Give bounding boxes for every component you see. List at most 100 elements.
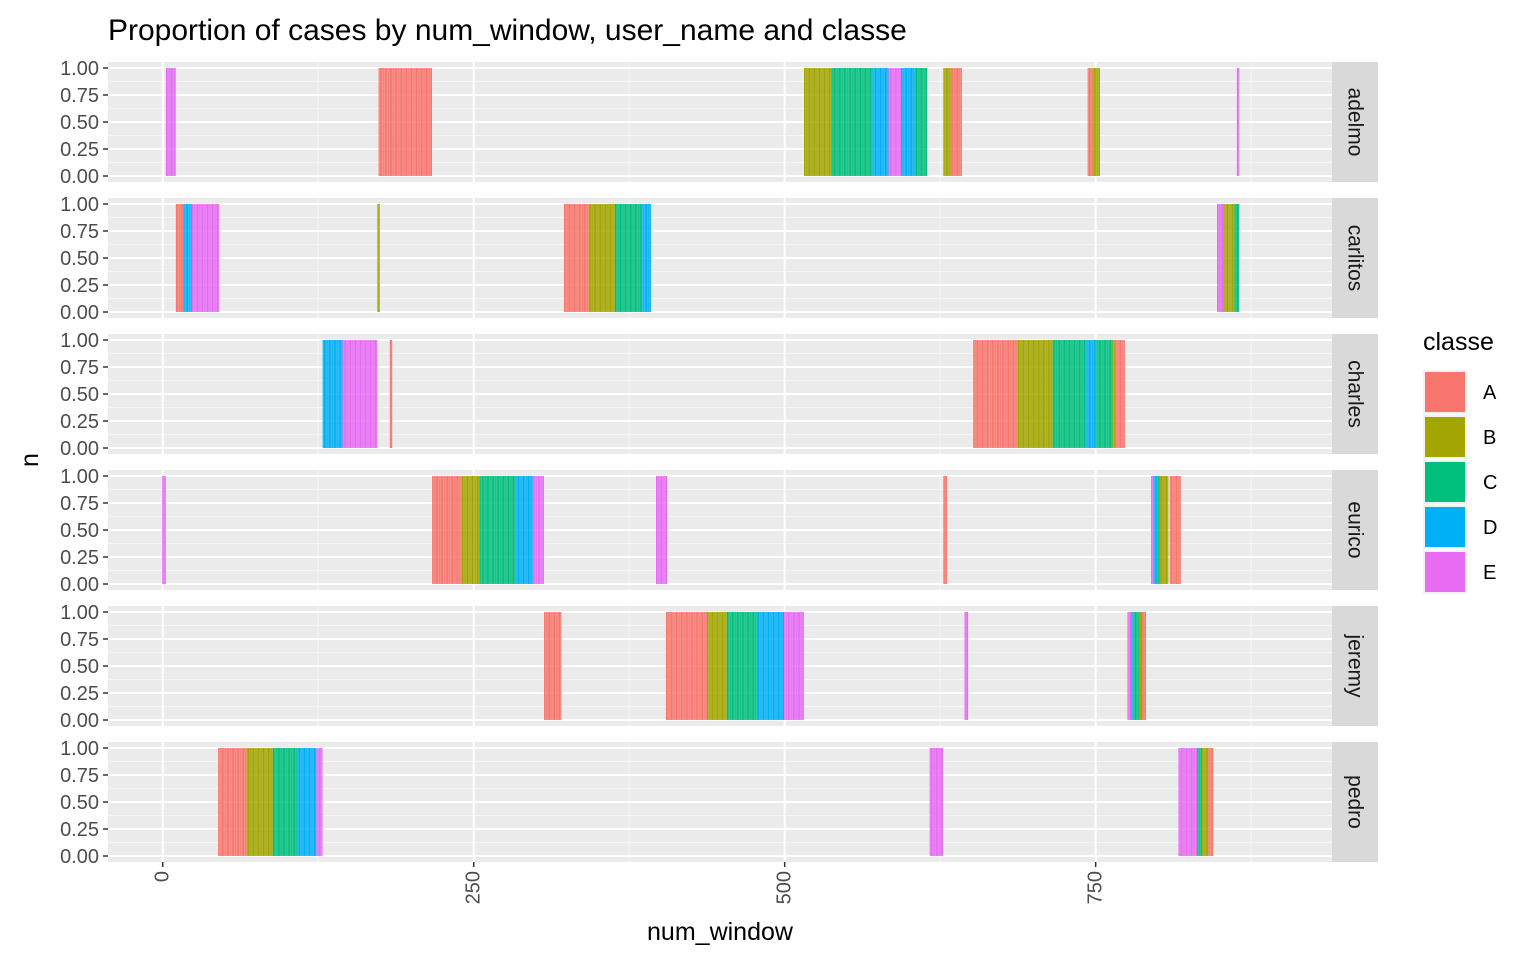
bar-charles-E [374,340,376,448]
bar-pedro-B [256,748,258,856]
bar-eurico-E [1151,476,1153,584]
legend-label-D: D [1483,517,1497,539]
bar-charles-E [369,340,372,448]
bar-eurico-D [526,476,528,584]
bar-jeremy-B [710,612,712,720]
bar-adelmo-A [402,68,404,176]
bar-charles-A [1005,340,1007,448]
bar-adelmo-C [851,68,853,176]
bar-jeremy-C [1133,612,1135,720]
bar-charles-A [1001,340,1003,448]
bar-charles-E [342,340,344,448]
bar-charles-E [367,340,369,448]
bar-eurico-E [660,476,663,584]
bar-eurico-C [514,476,516,584]
bar-charles-B [1049,340,1051,448]
bar-jeremy-A [698,612,700,720]
bar-eurico-D [516,476,518,584]
bar-carlitos-C [622,204,624,312]
bar-jeremy-E [1127,612,1129,720]
bar-jeremy-D [772,612,775,720]
bar-eurico-E [664,476,666,584]
bar-eurico-E [540,476,542,584]
bar-charles-C [1108,340,1110,448]
bar-carlitos-E [199,204,201,312]
bar-eurico-C [495,476,497,584]
bar-carlitos-A [571,204,573,312]
bar-adelmo-B [805,68,807,176]
bar-jeremy-A [1142,612,1144,720]
bar-carlitos-D [184,204,186,312]
bar-adelmo-C [838,68,840,176]
bar-adelmo-B [828,68,831,176]
bar-charles-B [1026,340,1028,448]
bar-jeremy-C [753,612,755,720]
bar-jeremy-D [762,612,765,720]
bar-pedro-E [1184,748,1186,856]
bar-charles-B [1113,340,1115,448]
bar-charles-E [366,340,368,448]
bar-jeremy-C [735,612,737,720]
bar-pedro-A [223,748,225,856]
bar-eurico-C [491,476,493,584]
bar-carlitos-B [1226,204,1229,312]
bar-pedro-D [306,748,308,856]
bar-jeremy-C [733,612,735,720]
bar-adelmo-D [879,68,882,176]
bar-adelmo-C [842,68,844,176]
bar-charles-A [980,340,982,448]
bar-carlitos-B [598,204,600,312]
bar-pedro-A [234,748,236,856]
bar-carlitos-B [612,204,614,312]
bar-adelmo-E [174,68,176,176]
bar-eurico-A [456,476,459,584]
bar-pedro-B [246,748,248,856]
facet-strip-label: pedro [1344,775,1367,829]
bar-jeremy-A [687,612,689,720]
bar-adelmo-A [423,68,425,176]
bar-carlitos-D [647,204,649,312]
bar-pedro-A [235,748,237,856]
bar-adelmo-A [408,68,410,176]
bar-charles-E [373,340,375,448]
bar-charles-C [1060,340,1062,448]
bar-carlitos-E [194,204,196,312]
bar-carlitos-C [638,204,640,312]
bar-jeremy-A [546,612,548,720]
bar-eurico-A [1173,476,1175,584]
bar-jeremy-A [552,612,554,720]
bar-eurico-B [1162,476,1164,584]
facet-panel-jeremy: 0.00 0.25 0.50 0.75 1.00 jeremy [60,602,1378,732]
bar-carlitos-E [213,204,215,312]
y-tick-label: 0.75 [60,629,99,651]
bar-adelmo-C [832,68,834,176]
bar-pedro-A [219,748,221,856]
bar-adelmo-A [415,68,418,176]
bar-charles-E [351,340,353,448]
bar-pedro-B [250,748,252,856]
bar-charles-D [338,340,340,448]
bar-charles-B [1051,340,1053,448]
bar-adelmo-B [1095,68,1097,176]
bar-eurico-C [499,476,501,584]
facet-strip-label: charles [1344,360,1367,428]
bar-jeremy-A [554,612,556,720]
bar-adelmo-D [913,68,915,176]
bar-eurico-A [439,476,441,584]
bar-eurico-E [535,476,537,584]
bar-eurico-A [458,476,460,584]
bar-carlitos-A [178,204,180,312]
bar-jeremy-A [702,612,704,720]
chart-title: Proportion of cases by num_window, user_… [108,14,907,47]
bar-adelmo-D [904,68,906,176]
bar-charles-A [1004,340,1006,448]
bar-pedro-B [254,748,256,856]
bar-jeremy-D [759,612,761,720]
bar-adelmo-A [412,68,414,176]
legend-title: classe [1423,328,1494,356]
bar-charles-A [1003,340,1005,448]
bar-eurico-B [473,476,475,584]
bar-carlitos-A [177,204,179,312]
bar-pedro-E [1188,748,1190,856]
bar-carlitos-C [637,204,639,312]
